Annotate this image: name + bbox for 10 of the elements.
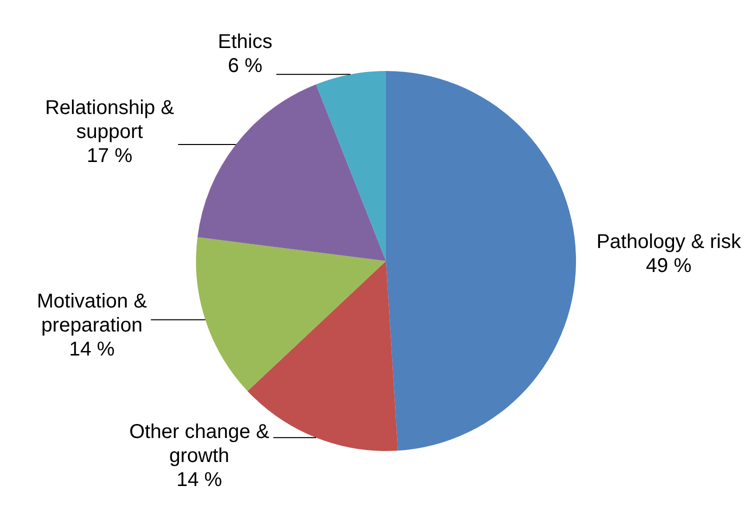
slice-label: Relationship & support: [45, 96, 175, 143]
slice-label: Other change & growth: [129, 420, 270, 467]
data-label: 17 %: [86, 144, 133, 167]
slice-label: Ethics: [218, 31, 272, 54]
data-label: 14 %: [176, 468, 222, 491]
data-label: 6 %: [228, 55, 263, 78]
slice-label: Motivation & preparation: [36, 290, 148, 336]
slice-label: Pathology & risk: [596, 230, 742, 253]
data-label: 14 %: [69, 338, 115, 360]
data-label: 49 %: [646, 254, 692, 277]
